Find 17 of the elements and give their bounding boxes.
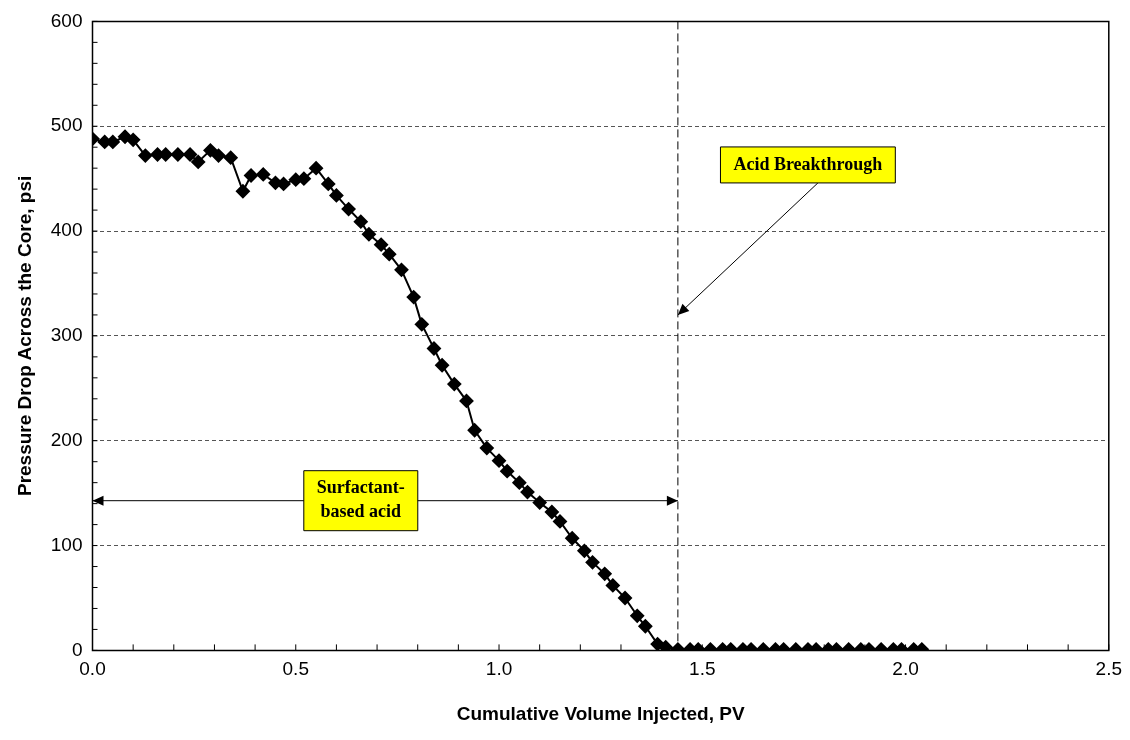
x-tick-label: 2.5 — [1095, 658, 1122, 680]
x-tick-label: 0.0 — [79, 658, 106, 680]
y-tick-label: 200 — [50, 428, 83, 450]
y-tick-label: 300 — [50, 324, 83, 346]
x-tick-label: 2.0 — [892, 658, 919, 680]
x-axis-title: Cumulative Volume Injected, PV — [456, 702, 745, 724]
y-tick-label: 600 — [50, 9, 83, 31]
y-axis-title: Pressure Drop Across the Core, psi — [13, 175, 35, 497]
annotation: Surfactant-based acid — [316, 477, 405, 522]
y-tick-label: 500 — [50, 114, 83, 136]
y-tick-label: 400 — [50, 219, 83, 241]
x-tick-label: 1.0 — [485, 658, 513, 680]
x-tick-label: 0.5 — [282, 658, 309, 680]
annotation: Acid Breakthrough — [733, 153, 883, 174]
y-tick-label: 100 — [50, 533, 83, 555]
y-tick-label: 0 — [71, 638, 83, 660]
x-tick-label: 1.5 — [689, 658, 716, 680]
